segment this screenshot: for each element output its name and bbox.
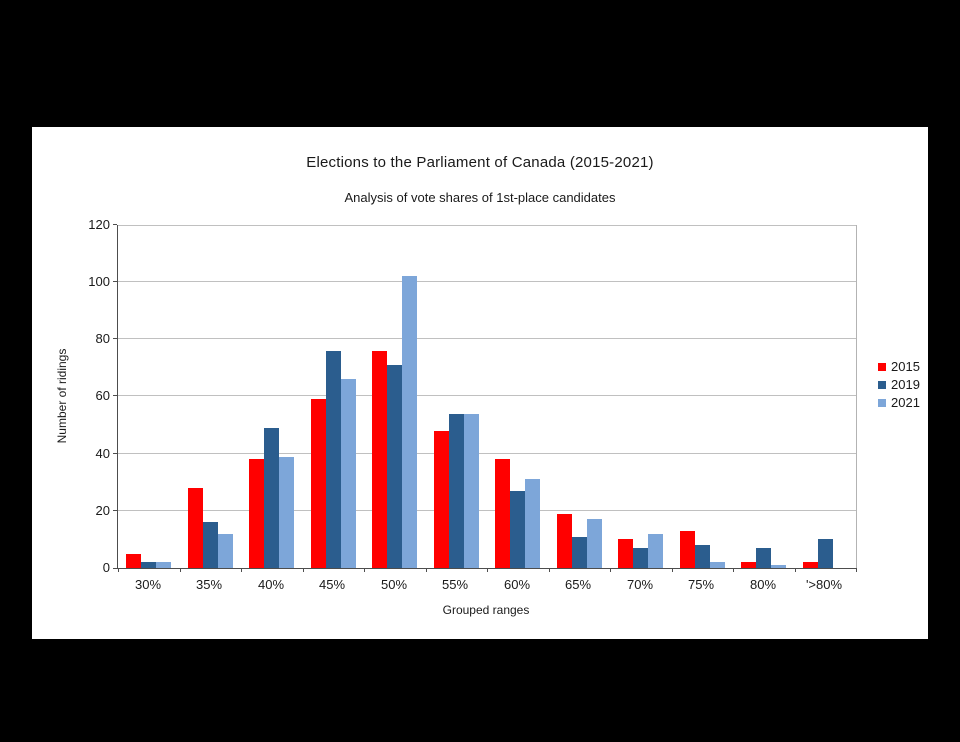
x-axis-tick <box>364 568 365 572</box>
bar-2019-65% <box>572 537 587 568</box>
bar-2019-30% <box>141 562 156 568</box>
bar-2019-60% <box>510 491 525 568</box>
bar-2021-70% <box>648 534 663 568</box>
bar-2019-80% <box>756 548 771 568</box>
x-axis-tick <box>118 568 119 572</box>
x-axis-tick <box>549 568 550 572</box>
x-axis-tick-label: 60% <box>503 577 531 592</box>
bar-2021-55% <box>464 414 479 568</box>
bar-2015-'>80% <box>803 562 818 568</box>
bar-2015-30% <box>126 554 141 568</box>
x-axis-tick-label: 30% <box>134 577 162 592</box>
plot-area <box>113 224 857 572</box>
bar-2015-40% <box>249 459 264 568</box>
bar-2015-35% <box>188 488 203 568</box>
y-axis-tick <box>113 395 117 396</box>
legend-item-2019: 2019 <box>878 376 920 394</box>
bar-2021-80% <box>771 565 786 568</box>
x-axis-tick <box>426 568 427 572</box>
y-axis-tick-label: 60 <box>95 388 110 403</box>
x-axis-tick-label: 40% <box>257 577 285 592</box>
bar-2015-60% <box>495 459 510 568</box>
x-axis-tick <box>303 568 304 572</box>
bar-2021-50% <box>402 276 417 568</box>
bar-2021-40% <box>279 457 294 568</box>
bar-2021-60% <box>525 479 540 568</box>
x-axis-tick-label: 75% <box>687 577 715 592</box>
gridline-100 <box>118 281 856 282</box>
x-axis-tick-label: 70% <box>626 577 654 592</box>
x-axis-tick <box>241 568 242 572</box>
y-axis-tick-label: 40 <box>95 446 110 461</box>
x-axis-tick <box>856 568 857 572</box>
bar-2019-50% <box>387 365 402 568</box>
gridline-120 <box>118 225 856 226</box>
chart-title: Elections to the Parliament of Canada (2… <box>306 154 654 171</box>
bar-2015-50% <box>372 351 387 568</box>
x-axis-tick <box>180 568 181 572</box>
bar-2021-45% <box>341 379 356 568</box>
legend-label: 2019 <box>891 377 920 392</box>
gridline-80 <box>118 338 856 339</box>
bar-2015-45% <box>311 399 326 568</box>
y-axis-tick-label: 80 <box>95 331 110 346</box>
legend-swatch-icon <box>878 381 886 389</box>
x-axis-title: Grouped ranges <box>442 603 530 617</box>
bar-2019-55% <box>449 414 464 568</box>
chart-panel: Elections to the Parliament of Canada (2… <box>32 127 928 639</box>
y-axis-tick <box>113 453 117 454</box>
bar-2021-75% <box>710 562 725 568</box>
legend-label: 2015 <box>891 359 920 374</box>
bar-2015-80% <box>741 562 756 568</box>
bar-2019-35% <box>203 522 218 568</box>
gridline-60 <box>118 395 856 396</box>
x-axis-tick-label: 80% <box>749 577 777 592</box>
x-axis-tick-label: 45% <box>318 577 346 592</box>
x-axis-tick-label: 55% <box>441 577 469 592</box>
bar-2019-40% <box>264 428 279 568</box>
y-axis-tick-label: 120 <box>88 217 110 232</box>
y-axis-tick-label: 20 <box>95 503 110 518</box>
x-axis-tick <box>672 568 673 572</box>
y-axis-tick <box>113 568 117 569</box>
bar-2019-'>80% <box>818 539 833 568</box>
bar-2019-45% <box>326 351 341 568</box>
y-axis-tick <box>113 510 117 511</box>
gridline-40 <box>118 453 856 454</box>
bar-2015-55% <box>434 431 449 568</box>
chart-subtitle: Analysis of vote shares of 1st-place can… <box>344 190 616 205</box>
bar-2015-65% <box>557 514 572 568</box>
legend-item-2021: 2021 <box>878 394 920 412</box>
legend-item-2015: 2015 <box>878 358 920 376</box>
bar-2015-75% <box>680 531 695 568</box>
y-axis-tick <box>113 281 117 282</box>
x-axis-tick-label: 65% <box>564 577 592 592</box>
x-axis-tick <box>487 568 488 572</box>
legend-swatch-icon <box>878 399 886 407</box>
y-axis-tick-label: 100 <box>88 274 110 289</box>
bar-2019-70% <box>633 548 648 568</box>
bar-2021-65% <box>587 519 602 568</box>
y-axis-tick <box>113 224 117 225</box>
x-axis-tick <box>795 568 796 572</box>
bar-2021-30% <box>156 562 171 568</box>
y-axis-tick <box>113 338 117 339</box>
bar-2019-75% <box>695 545 710 568</box>
bar-2021-35% <box>218 534 233 568</box>
x-axis-tick-label: 50% <box>380 577 408 592</box>
bar-2015-70% <box>618 539 633 568</box>
gridline-20 <box>118 510 856 511</box>
legend: 2015 2019 2021 <box>878 358 920 412</box>
y-axis-tick-label: 0 <box>102 560 110 575</box>
x-axis-tick-label: '>80% <box>805 577 843 592</box>
x-axis-tick <box>733 568 734 572</box>
x-axis-tick <box>610 568 611 572</box>
x-axis-tick-label: 35% <box>195 577 223 592</box>
legend-swatch-icon <box>878 363 886 371</box>
legend-label: 2021 <box>891 395 920 410</box>
